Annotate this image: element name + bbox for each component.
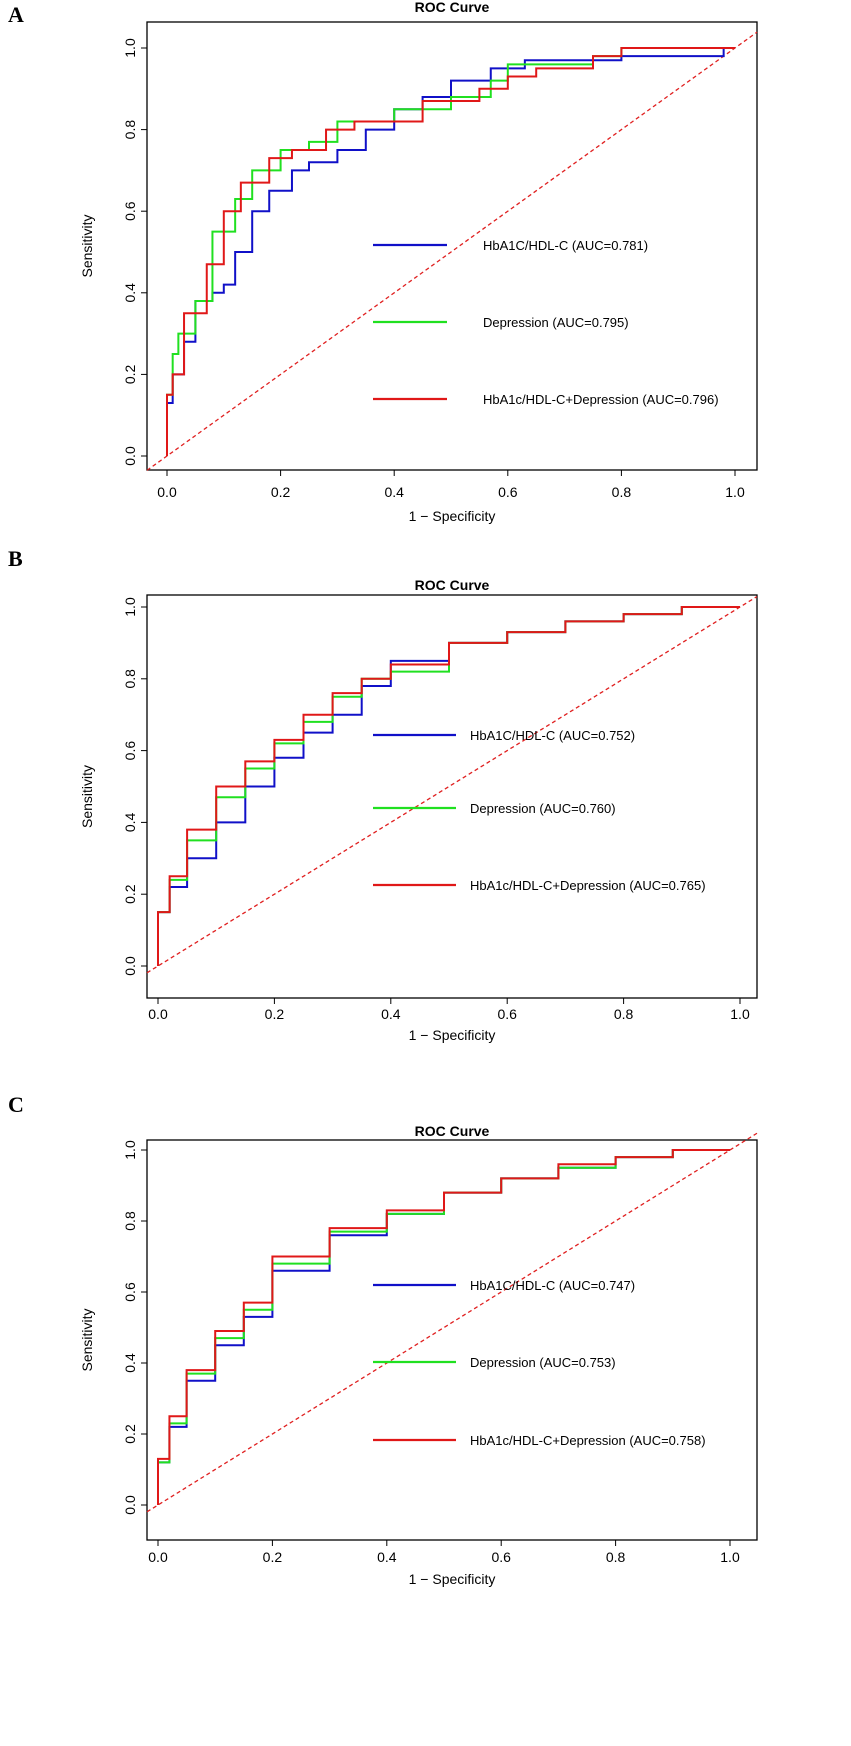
y-tick-label: 0.2: [122, 884, 138, 904]
reference-diagonal: [146, 31, 758, 471]
x-tick-label: 0.8: [606, 1549, 626, 1565]
legend-label: HbA1c/HDL-C+Depression (AUC=0.796): [483, 392, 719, 407]
x-tick-label: 0.2: [271, 484, 291, 500]
y-axis-label: Sensitivity: [79, 1308, 95, 1371]
y-tick-label: 0.4: [122, 1353, 138, 1373]
plot-frame: [146, 21, 758, 471]
x-tick-label: 0.6: [498, 484, 518, 500]
roc-curve-2: [157, 606, 740, 966]
x-tick-label: 0.6: [497, 1006, 517, 1022]
chart-title: ROC Curve: [415, 577, 490, 593]
x-tick-label: 0.4: [384, 484, 404, 500]
panel-label: A: [8, 2, 24, 27]
y-tick-label: 0.8: [122, 1211, 138, 1231]
y-axis-label: Sensitivity: [79, 214, 95, 277]
x-tick-label: 0.2: [263, 1549, 283, 1565]
roc-curve-2: [157, 1149, 730, 1505]
x-tick-label: 0.4: [377, 1549, 397, 1565]
y-tick-label: 0.0: [122, 1495, 138, 1515]
y-tick-label: 0.2: [122, 1424, 138, 1444]
legend-label: HbA1c/HDL-C+Depression (AUC=0.765): [470, 878, 706, 893]
reference-diagonal: [146, 595, 758, 974]
x-tick-label: 0.8: [612, 484, 632, 500]
x-axis-label: 1 − Specificity: [409, 1571, 496, 1587]
x-tick-label: 0.0: [148, 1549, 168, 1565]
y-tick-label: 0.6: [122, 1282, 138, 1302]
legend-label: HbA1c/HDL-C+Depression (AUC=0.758): [470, 1433, 706, 1448]
y-tick-label: 1.0: [122, 597, 138, 617]
x-tick-label: 0.8: [614, 1006, 634, 1022]
plot-frame: [146, 1139, 758, 1541]
y-tick-label: 0.0: [122, 956, 138, 976]
legend-label: HbA1C/HDL-C (AUC=0.747): [470, 1278, 635, 1293]
x-tick-label: 0.0: [148, 1006, 168, 1022]
panel-label: C: [8, 1092, 24, 1117]
roc-panel-b: B ROC Curve 0.0 0.2 0.4 0.6 0.8 1.0 0.0 0.2 0.4 0.6…: [8, 546, 758, 1043]
y-tick-label: 0.4: [122, 812, 138, 832]
legend-label: Depression (AUC=0.795): [483, 315, 629, 330]
x-tick-label: 1.0: [725, 484, 745, 500]
y-tick-label: 1.0: [122, 38, 138, 58]
plot-frame: [146, 594, 758, 999]
legend-label: HbA1C/HDL-C (AUC=0.781): [483, 238, 648, 253]
y-tick-label: 0.2: [122, 364, 138, 384]
panel-label: B: [8, 546, 23, 571]
x-tick-label: 0.6: [491, 1549, 511, 1565]
x-tick-label: 0.0: [157, 484, 177, 500]
legend-label: HbA1C/HDL-C (AUC=0.752): [470, 728, 635, 743]
x-tick-label: 1.0: [720, 1549, 740, 1565]
y-tick-label: 0.4: [122, 283, 138, 303]
x-axis-label: 1 − Specificity: [409, 1027, 496, 1043]
y-tick-label: 0.8: [122, 669, 138, 689]
y-axis-label: Sensitivity: [79, 765, 95, 828]
roc-panel-c: C ROC Curve 0.0 0.2 0.4 0.6 0.8 1.0 0.0 0.2 0.4 0.6…: [8, 1092, 758, 1587]
y-tick-label: 1.0: [122, 1140, 138, 1160]
reference-diagonal: [146, 1132, 758, 1513]
chart-title: ROC Curve: [415, 1123, 490, 1139]
x-axis-label: 1 − Specificity: [409, 508, 496, 524]
x-tick-label: 0.4: [381, 1006, 401, 1022]
y-tick-label: 0.6: [122, 741, 138, 761]
x-tick-label: 1.0: [730, 1006, 750, 1022]
y-tick-label: 0.8: [122, 120, 138, 140]
y-tick-label: 0.0: [122, 446, 138, 466]
x-tick-label: 0.2: [265, 1006, 285, 1022]
chart-title: ROC Curve: [415, 0, 490, 15]
roc-curve-2: [166, 47, 735, 456]
y-tick-label: 0.6: [122, 201, 138, 221]
legend-label: Depression (AUC=0.760): [470, 801, 616, 816]
roc-panel-a: A ROC Curve 0.0 0.2 0.4 0.6 0.8 1.0 0.0 0.2 0.4 0.6…: [8, 0, 758, 524]
legend-label: Depression (AUC=0.753): [470, 1355, 616, 1370]
